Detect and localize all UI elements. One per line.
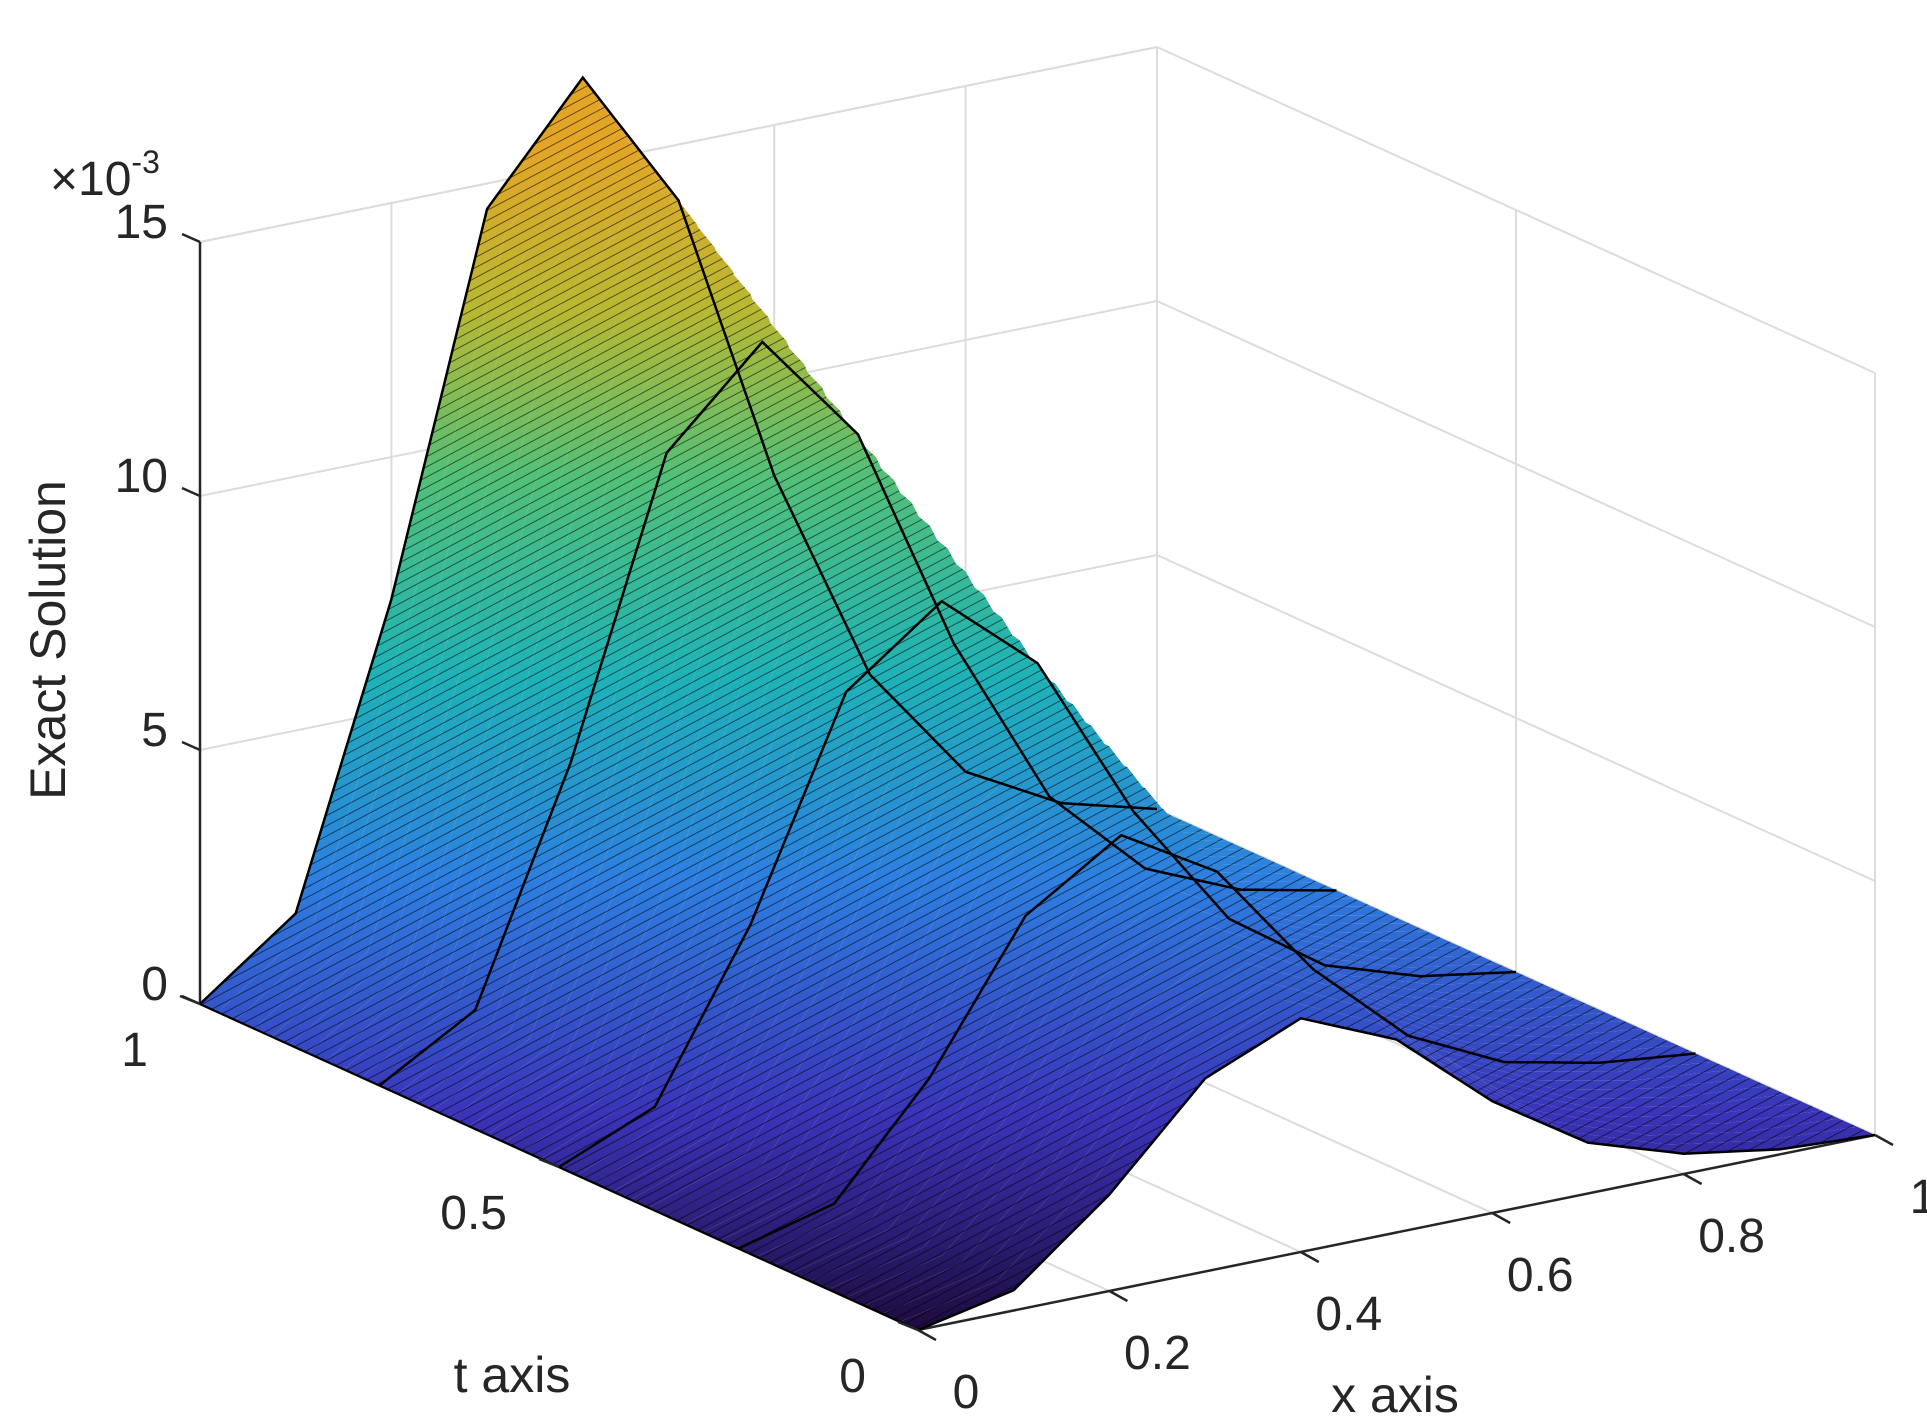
x-tick: [1491, 1211, 1511, 1225]
surface-mesh: [218, 104, 1193, 1021]
surface-mesh: [882, 981, 1857, 1322]
surface-mesh: [594, 648, 1570, 1192]
x-axis-line: [917, 1133, 1876, 1332]
z-tick-label: 15: [115, 196, 168, 249]
surface-mesh: [253, 157, 1229, 1037]
section-curve: [378, 340, 1337, 1087]
surface-mesh: [828, 926, 1804, 1298]
surface-mesh: [361, 315, 1337, 1086]
section-curve: [917, 1016, 1876, 1332]
z-tick: [181, 486, 201, 498]
surface-mesh: [415, 393, 1391, 1110]
surface-mesh: [307, 236, 1283, 1062]
z-axis-title: Exact Solution: [20, 480, 76, 800]
surface-mesh: [720, 811, 1696, 1249]
surface-mesh: [343, 289, 1319, 1078]
x-tick: [1300, 1250, 1320, 1264]
surface-mesh: [523, 549, 1498, 1159]
surface-mesh: [756, 853, 1732, 1265]
x-axis-title: x axis: [1331, 1367, 1459, 1423]
section-curve: [558, 599, 1517, 1169]
t-tick-label: 0: [839, 1350, 866, 1403]
surface-mesh: [577, 624, 1552, 1184]
surface-mesh: [433, 419, 1409, 1119]
t-axis-title: t axis: [454, 1347, 571, 1403]
surface-mesh: [379, 342, 1355, 1094]
z-tick-label: 0: [141, 958, 168, 1011]
surface-mesh: [846, 945, 1822, 1306]
surface-mesh: [541, 575, 1516, 1167]
z-tick-label: 10: [115, 450, 168, 503]
x-tick-label: 0.8: [1698, 1210, 1765, 1263]
grid-line-top-back: [199, 46, 1158, 243]
z-tick: [181, 232, 201, 244]
x-tick-label: 0.4: [1315, 1288, 1382, 1341]
surface-mesh: [397, 368, 1373, 1102]
surface-mesh: [505, 523, 1481, 1151]
z-tick-label: 5: [141, 704, 168, 757]
x-tick-label: 0.6: [1507, 1249, 1574, 1302]
x-tick-label: 0: [953, 1366, 980, 1419]
surface-mesh: [702, 788, 1678, 1241]
surface-mesh: [684, 765, 1660, 1233]
surface-mesh: [289, 209, 1265, 1053]
surface-mesh: [738, 835, 1714, 1257]
surface-mesh: [271, 183, 1247, 1045]
z-tick: [181, 740, 201, 752]
surface: [199, 75, 1876, 1332]
surface-mesh: [487, 497, 1463, 1143]
z-exponent-label: ×10-3: [50, 144, 160, 206]
surface-mesh: [559, 601, 1534, 1176]
x-tick: [917, 1328, 937, 1342]
x-tick-label: 0.2: [1124, 1327, 1191, 1380]
surface-mesh: [235, 130, 1211, 1029]
surface-mesh: [200, 77, 1175, 1013]
t-tick-label: 1: [121, 1024, 148, 1077]
x-tick: [1682, 1172, 1703, 1186]
surface-mesh: [666, 741, 1642, 1224]
z-tick: [181, 994, 201, 1006]
section-curve: [737, 833, 1696, 1250]
surface-mesh: [810, 908, 1786, 1290]
surface-mesh: [792, 890, 1768, 1282]
t-tick: [897, 1320, 919, 1332]
surface-mesh: [630, 694, 1606, 1208]
t-tick-label: 0.5: [440, 1187, 507, 1240]
x-tick: [1108, 1289, 1129, 1303]
surface-mesh: [325, 262, 1301, 1070]
surface-mesh: [612, 671, 1588, 1200]
surface-mesh: [864, 963, 1840, 1314]
surface-mesh: [648, 718, 1624, 1216]
x-tick-label: 1: [1910, 1171, 1927, 1224]
surface-mesh: [451, 445, 1427, 1127]
surface-mesh: [469, 471, 1445, 1135]
t-tick: [538, 1157, 560, 1169]
section-curve: [199, 75, 1158, 1005]
surface-mesh: [774, 871, 1750, 1273]
x-tick: [1874, 1133, 1894, 1147]
